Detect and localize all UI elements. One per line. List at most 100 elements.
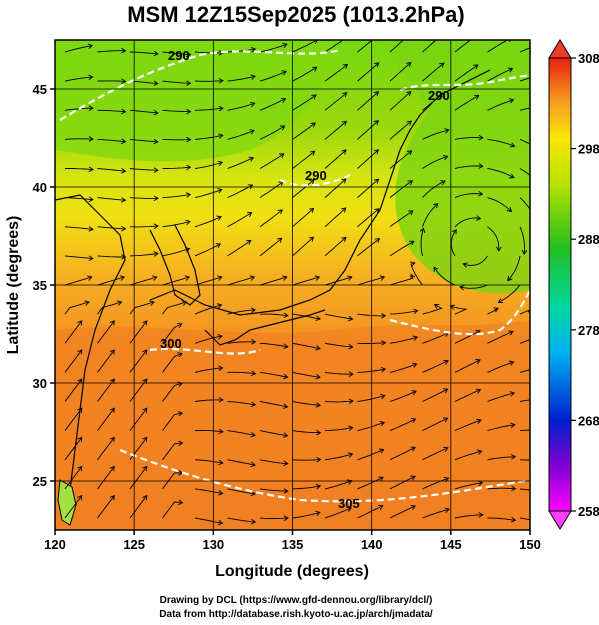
streamline-arrowhead xyxy=(443,154,449,161)
streamline-arrowhead xyxy=(410,446,416,452)
y-tick-label: 30 xyxy=(33,376,47,391)
streamline xyxy=(227,371,256,375)
cool-air-region xyxy=(380,40,530,294)
streamline-arrowhead xyxy=(216,215,222,221)
streamline xyxy=(389,446,416,461)
streamline xyxy=(227,102,255,111)
streamline-arrowhead xyxy=(177,410,184,417)
streamline-arrowhead xyxy=(543,490,547,495)
streamline xyxy=(194,161,223,169)
streamline xyxy=(454,482,483,490)
streamline-arrowhead xyxy=(407,180,414,186)
streamline-arrowhead xyxy=(508,98,515,104)
streamline xyxy=(194,134,223,140)
streamline-arrowhead xyxy=(153,223,159,230)
streamline-arrowhead xyxy=(121,78,127,84)
streamline xyxy=(519,517,530,521)
streamline-arrowhead xyxy=(509,391,516,397)
streamline-arrowhead xyxy=(509,173,515,179)
streamline xyxy=(129,168,158,171)
streamline xyxy=(422,92,445,111)
contour-line xyxy=(389,289,530,336)
streamline-arrowhead xyxy=(282,42,288,49)
streamline-arrowhead xyxy=(507,275,513,282)
contour-label: 290 xyxy=(428,88,450,103)
streamline-arrowhead xyxy=(442,388,449,394)
streamline xyxy=(357,91,379,111)
streamline xyxy=(324,342,353,348)
streamline xyxy=(259,125,285,140)
streamline-arrowhead xyxy=(142,378,148,384)
streamline-arrowhead xyxy=(77,320,83,326)
streamline xyxy=(420,228,424,256)
streamline-arrowhead xyxy=(497,298,504,304)
streamline-arrowhead xyxy=(282,275,288,281)
streamline-arrowhead xyxy=(406,91,412,97)
streamline-arrowhead xyxy=(153,251,159,257)
streamline-arrowhead xyxy=(153,138,159,145)
streamline xyxy=(519,77,530,82)
streamline xyxy=(194,189,222,199)
streamline xyxy=(454,137,483,140)
streamline xyxy=(259,181,284,198)
streamline xyxy=(519,429,530,432)
streamline-arrowhead xyxy=(314,40,318,44)
streamline xyxy=(194,399,223,402)
streamline xyxy=(498,284,521,303)
streamline xyxy=(519,168,530,176)
streamline xyxy=(519,399,530,402)
streamline-arrowhead xyxy=(315,402,322,408)
streamline-arrowhead xyxy=(373,91,380,97)
streamline-arrowhead xyxy=(511,485,517,492)
streamline xyxy=(454,64,479,82)
streamline-arrowhead xyxy=(142,465,148,472)
streamline-arrowhead xyxy=(250,101,256,108)
streamline xyxy=(487,307,499,315)
streamline-arrowhead xyxy=(449,304,456,310)
streamline-arrowhead xyxy=(419,227,426,233)
streamline-arrowhead xyxy=(88,255,94,262)
streamline-arrowhead xyxy=(247,184,254,190)
streamline xyxy=(454,40,472,53)
streamline xyxy=(389,120,412,140)
streamline-arrowhead xyxy=(121,168,127,174)
y-axis-ticks: 25 30 35 40 45 xyxy=(33,82,55,489)
streamline-arrowhead xyxy=(88,166,94,173)
streamline-arrowhead xyxy=(473,35,478,39)
streamline xyxy=(422,417,448,432)
streamline xyxy=(227,75,256,82)
streamline-arrowhead xyxy=(186,164,192,171)
streamline-arrowhead xyxy=(283,312,289,318)
streamline-arrowhead xyxy=(342,63,349,69)
streamline-arrowhead xyxy=(410,418,417,424)
streamline xyxy=(97,301,122,315)
streamline-arrowhead xyxy=(87,275,93,281)
contour-line xyxy=(149,347,261,355)
streamline xyxy=(357,40,373,53)
streamline-arrowhead xyxy=(121,47,127,54)
streamline xyxy=(324,207,347,228)
streamline xyxy=(389,310,418,315)
streamline xyxy=(357,62,380,82)
streamline-arrowhead xyxy=(185,219,191,226)
streamline xyxy=(97,226,126,230)
streamline xyxy=(64,407,83,431)
streamline-arrowhead xyxy=(77,349,83,355)
streamline-arrowhead xyxy=(410,261,416,267)
colorbar-tick-label: 308 xyxy=(578,51,599,66)
streamline-arrowhead xyxy=(316,456,322,463)
streamline xyxy=(259,209,283,228)
streamline xyxy=(162,80,191,84)
footer-credit-data: Data from http://database.rish.kyoto-u.a… xyxy=(159,609,433,620)
streamline-arrowhead xyxy=(77,465,83,472)
x-axis-ticks: 120 125 130 135 140 145 150 xyxy=(44,530,541,552)
streamline-arrowhead xyxy=(315,345,321,351)
streamline-arrowhead xyxy=(410,475,416,481)
streamline-arrowhead xyxy=(374,208,380,214)
streamline-arrowhead xyxy=(283,343,289,349)
streamline xyxy=(129,80,158,85)
streamline xyxy=(389,505,416,519)
streamline-arrowhead xyxy=(348,315,354,322)
streamline xyxy=(454,165,483,169)
streamline-arrowhead xyxy=(153,195,159,202)
